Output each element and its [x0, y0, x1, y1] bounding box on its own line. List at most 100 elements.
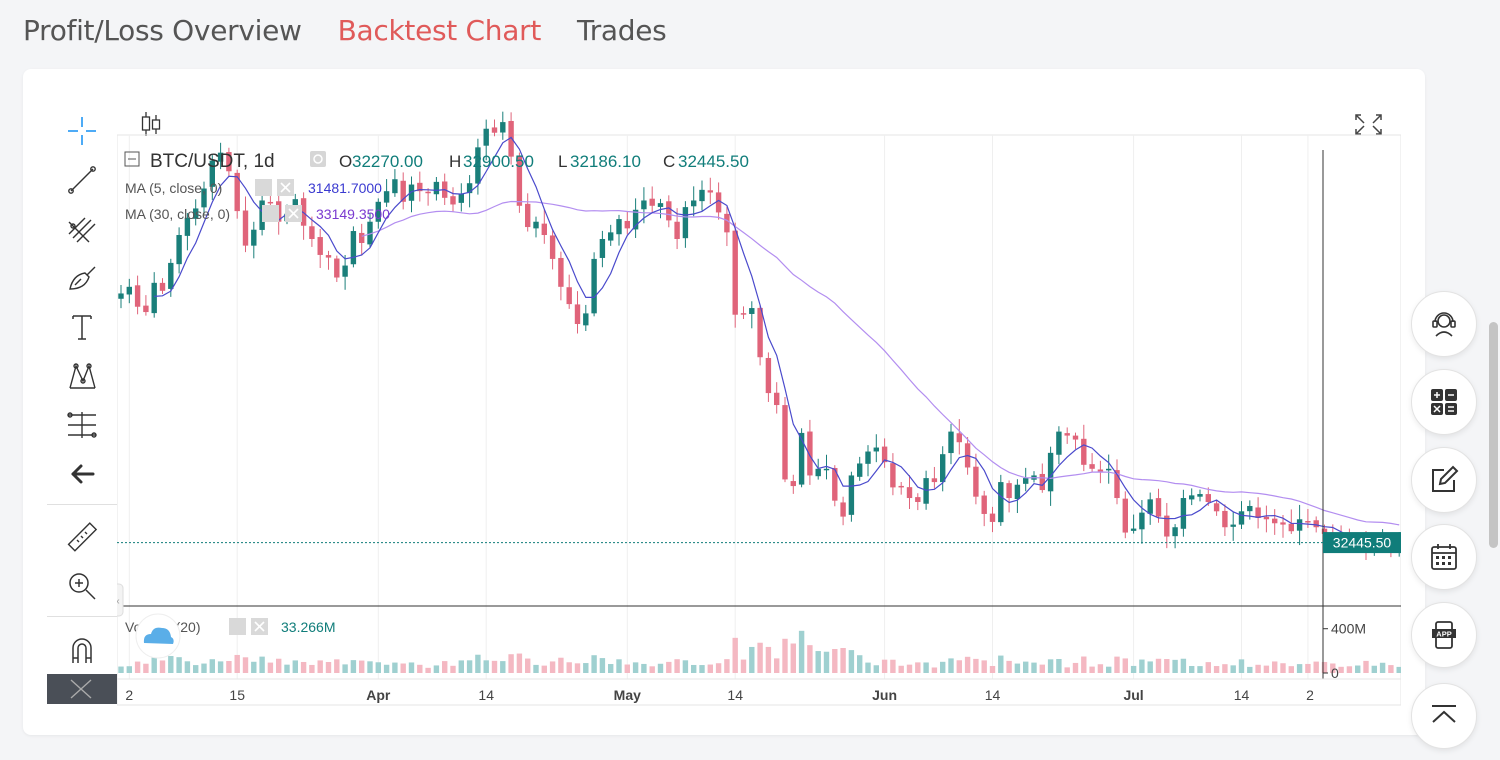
candle — [1114, 459, 1120, 505]
volume-bar — [242, 657, 249, 673]
high-label: H — [449, 152, 461, 171]
candle — [1263, 505, 1270, 533]
app-icon: APP — [1432, 621, 1456, 649]
candle — [483, 119, 489, 161]
gear-icon[interactable] — [262, 205, 279, 222]
volume-bar — [1388, 665, 1394, 673]
candle — [782, 396, 788, 483]
ma5-label: MA (5, close, 0) — [125, 180, 222, 196]
chart-type-button[interactable] — [141, 112, 161, 136]
volume-bar — [1263, 665, 1270, 673]
time-axis-label: 2 — [125, 687, 133, 703]
cloud-logo — [135, 613, 181, 659]
candle — [217, 142, 224, 170]
ma30-value: 33149.3500 — [316, 206, 390, 222]
candle — [193, 199, 199, 226]
candle — [583, 304, 589, 332]
tab-profit-loss-overview[interactable]: Profit/Loss Overview — [23, 14, 302, 47]
volume-bar — [1047, 659, 1054, 673]
volume-bar — [317, 660, 323, 673]
fullscreen-button[interactable] — [1355, 114, 1382, 135]
volume-bar — [666, 661, 672, 673]
zoom-in-tool[interactable] — [59, 566, 105, 606]
collapse-legend-button[interactable] — [124, 151, 140, 167]
back-tool[interactable] — [59, 454, 105, 494]
back-to-top-icon — [1432, 705, 1456, 723]
pitchfork-tool[interactable] — [59, 209, 105, 249]
calculator-button[interactable] — [1411, 369, 1477, 435]
brush-tool[interactable] — [59, 258, 105, 298]
chart-area[interactable]: 32445.50 400M 0 2 15 Apr 14 May 14 Jun 14 Jul 14 2 … — [117, 106, 1401, 706]
pattern-tool[interactable] — [59, 356, 105, 396]
volume-bar — [193, 665, 199, 673]
edit-button[interactable] — [1411, 447, 1477, 513]
candle — [300, 192, 307, 240]
symbol-settings-button[interactable] — [310, 151, 326, 167]
toolbar-collapse-handle[interactable]: ‹ — [117, 583, 124, 617]
magnet-icon — [72, 638, 92, 663]
remove-drawings-tool[interactable] — [47, 674, 117, 704]
volume-bar — [1064, 667, 1070, 673]
volume-bar — [201, 663, 207, 673]
trend-line-tool[interactable] — [59, 160, 105, 200]
ruler-tool[interactable] — [59, 518, 105, 558]
candle — [350, 226, 357, 268]
gear-icon[interactable] — [229, 618, 246, 635]
candlestick-chart[interactable]: 32445.50 400M 0 2 15 Apr 14 May 14 Jun 14 Jul 14 2 … — [117, 106, 1401, 706]
tab-backtest-chart[interactable]: Backtest Chart — [337, 14, 542, 47]
candle — [765, 352, 772, 402]
ma30-label: MA (30, close, 0) — [125, 206, 230, 222]
volume-bar — [143, 663, 149, 673]
candle — [815, 458, 821, 480]
volume-bar — [1023, 661, 1029, 673]
text-tool[interactable] — [59, 307, 105, 347]
ma5-legend: MA (5, close, 0) 31481.7000 — [125, 179, 382, 196]
calendar-button[interactable] — [1411, 524, 1477, 590]
back-to-top-button[interactable] — [1411, 683, 1477, 749]
candle — [1014, 479, 1021, 514]
volume-bar — [259, 656, 265, 673]
candle — [433, 176, 440, 201]
candle — [1122, 491, 1128, 539]
candle — [774, 382, 780, 414]
text-icon — [72, 315, 92, 340]
volume-bar — [466, 660, 473, 673]
candle — [790, 474, 796, 494]
magnet-tool[interactable] — [59, 631, 105, 671]
app-download-button[interactable]: APP — [1411, 602, 1477, 668]
volume-bar — [168, 656, 174, 673]
volume-bar — [483, 660, 489, 673]
volume-bar — [724, 659, 730, 673]
volume-bar — [1272, 661, 1278, 673]
volume-bar — [500, 661, 506, 673]
volume-bar — [375, 662, 381, 673]
symbol-label: BTC/USDT, 1d — [150, 151, 275, 172]
volume-bar — [234, 654, 240, 673]
candle — [1222, 504, 1228, 536]
crosshair-tool[interactable] — [59, 111, 105, 151]
volume-axis: 400M 0 — [1323, 621, 1366, 681]
volume-bar — [1255, 664, 1261, 673]
measure-bars-tool[interactable] — [59, 405, 105, 445]
candle — [1180, 489, 1187, 537]
candle — [682, 201, 689, 248]
volume-bar — [1089, 666, 1095, 673]
volume-bar — [1363, 660, 1369, 673]
volume-bar — [1247, 666, 1253, 673]
candle — [865, 445, 871, 477]
volume-bars — [118, 630, 1401, 673]
volume-bar — [284, 664, 290, 673]
volume-bar — [450, 665, 456, 673]
volume-bar — [906, 664, 913, 673]
support-icon — [1432, 312, 1456, 337]
candle — [948, 423, 954, 465]
ruler-icon — [67, 522, 98, 552]
candle — [400, 172, 406, 210]
candle — [989, 506, 996, 533]
candle — [1056, 426, 1062, 465]
page-scrollbar[interactable] — [1489, 322, 1498, 548]
time-axis-label: 15 — [229, 687, 245, 703]
tab-trades[interactable]: Trades — [577, 14, 667, 47]
gear-icon[interactable] — [255, 179, 272, 196]
customer-support-button[interactable] — [1411, 291, 1477, 357]
